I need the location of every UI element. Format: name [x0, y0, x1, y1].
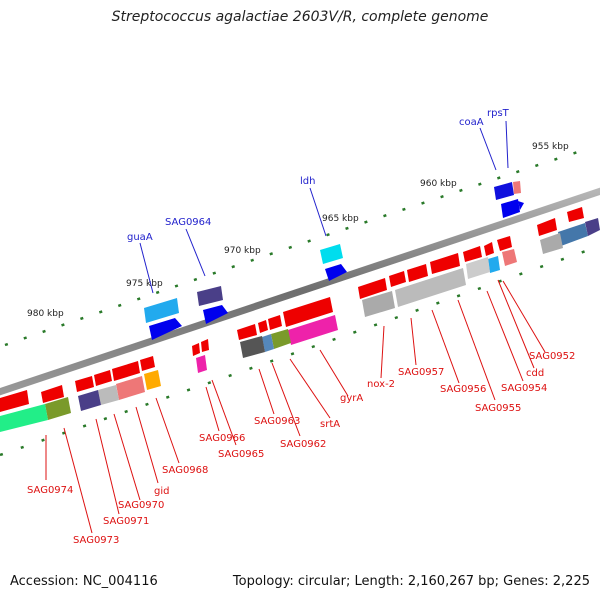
- gene-ldh[interactable]: [320, 244, 343, 264]
- kbp-label: 975 kbp: [126, 279, 163, 289]
- kbp-label: 960 kbp: [420, 179, 457, 189]
- band-SAG0968[interactable]: [144, 370, 161, 390]
- gene-coaA[interactable]: [494, 182, 514, 200]
- accession-text: Accession: NC_004116: [10, 574, 158, 589]
- map-title: Streptococcus agalactiae 2603V/R, comple…: [111, 9, 489, 25]
- gene-label: SAG0964: [165, 217, 211, 228]
- gene-label: guaA: [127, 232, 153, 243]
- gene-ldh-b[interactable]: [325, 264, 347, 281]
- gene-SAG0966[interactable]: [192, 343, 200, 356]
- band-SAG0965[interactable]: [196, 355, 207, 373]
- gene-srtA[interactable]: [268, 315, 282, 330]
- band-SAG0973[interactable]: [45, 397, 71, 420]
- reverse-genes: [0, 207, 584, 432]
- leader-lines-top: [139, 120, 509, 294]
- gene-SAG0956[interactable]: [407, 264, 428, 282]
- band-SAG0971[interactable]: [78, 390, 101, 411]
- gene-label: SAG0965: [218, 449, 264, 460]
- gene-SAG0952[interactable]: [497, 236, 512, 251]
- gene-right-red[interactable]: [537, 218, 557, 236]
- gene-label: SAG0955: [475, 403, 521, 414]
- gene-label: SAG0971: [103, 516, 149, 527]
- gene-label: nox-2: [367, 379, 395, 390]
- gene-SAG0957[interactable]: [389, 271, 406, 287]
- gene-label: coaA: [459, 117, 484, 128]
- gene-small-arrow[interactable]: [518, 201, 524, 210]
- band-SAG0970[interactable]: [98, 385, 119, 405]
- gene-label: cdd: [526, 368, 544, 379]
- genome-summary: Topology: circular; Length: 2,160,267 bp…: [232, 574, 590, 589]
- band-SAG0954[interactable]: [466, 257, 490, 279]
- gene-label: srtA: [320, 419, 340, 430]
- forward-genes: [144, 181, 600, 340]
- gene-label: SAG0962: [280, 439, 326, 450]
- band-nox-2[interactable]: [362, 291, 395, 317]
- gene-label: gyrA: [340, 393, 363, 404]
- gene-label: SAG0974: [27, 485, 73, 496]
- gene-right-red-2[interactable]: [567, 207, 584, 222]
- kbp-label: 965 kbp: [322, 214, 359, 224]
- gene-label: SAG0973: [73, 535, 119, 546]
- gene-SAG0964-b[interactable]: [203, 305, 228, 324]
- gene-SAG0974[interactable]: [0, 390, 29, 412]
- gene-label: SAG0954: [501, 383, 547, 394]
- gene-right-edge[interactable]: [558, 223, 588, 246]
- gene-cdd[interactable]: [484, 242, 494, 256]
- band-SAG0963[interactable]: [240, 336, 265, 358]
- kbp-label: 980 kbp: [27, 309, 64, 319]
- gene-SAG0968[interactable]: [140, 356, 155, 371]
- band-cdd[interactable]: [488, 256, 500, 273]
- gene-SAG0955[interactable]: [430, 253, 460, 274]
- gene-gid[interactable]: [112, 361, 140, 381]
- gene-label: SAG0963: [254, 416, 300, 427]
- genome-backbone: [0, 187, 600, 396]
- band-SAG0962[interactable]: [262, 334, 274, 352]
- gene-SAG0971[interactable]: [75, 376, 94, 392]
- gene-label: ldh: [300, 176, 315, 187]
- gene-guaA[interactable]: [144, 298, 179, 323]
- gene-guaA-b[interactable]: [149, 318, 182, 340]
- band-right[interactable]: [540, 233, 563, 254]
- gene-SAG0963[interactable]: [237, 324, 257, 340]
- gene-right-edge-b[interactable]: [585, 218, 600, 236]
- gene-SAG0973[interactable]: [41, 385, 64, 403]
- gene-label: SAG0966: [199, 433, 245, 444]
- band-SAG0952[interactable]: [502, 249, 517, 266]
- gene-SAG0970[interactable]: [94, 370, 112, 386]
- band-SAG0956[interactable]: [395, 268, 466, 307]
- gene-label: SAG0956: [440, 384, 486, 395]
- gene-label: SAG0968: [162, 465, 208, 476]
- leader-lines-bottom: [45, 279, 546, 534]
- gene-label: SAG0970: [118, 500, 164, 511]
- gene-label: gid: [154, 486, 169, 497]
- band-SAG0974[interactable]: [0, 404, 48, 432]
- band-srtA[interactable]: [271, 329, 291, 349]
- gene-rpsT[interactable]: [513, 181, 521, 194]
- gene-label: SAG0957: [398, 367, 444, 378]
- gene-SAG0954[interactable]: [463, 246, 482, 262]
- gene-SAG0962[interactable]: [258, 320, 268, 333]
- inner-tick-line: [0, 244, 600, 457]
- gene-label: SAG0952: [529, 351, 575, 362]
- gene-SAG0964[interactable]: [197, 286, 223, 306]
- gene-label: rpsT: [487, 108, 510, 119]
- gene-coaA-b[interactable]: [501, 199, 520, 218]
- kbp-label: 955 kbp: [532, 142, 569, 152]
- kbp-label: 970 kbp: [224, 246, 261, 256]
- gene-SAG0965[interactable]: [201, 339, 209, 352]
- band-gyrA[interactable]: [288, 315, 338, 345]
- gene-nox-2[interactable]: [358, 278, 387, 299]
- gene-gyrA[interactable]: [283, 297, 333, 327]
- band-gid[interactable]: [116, 376, 145, 400]
